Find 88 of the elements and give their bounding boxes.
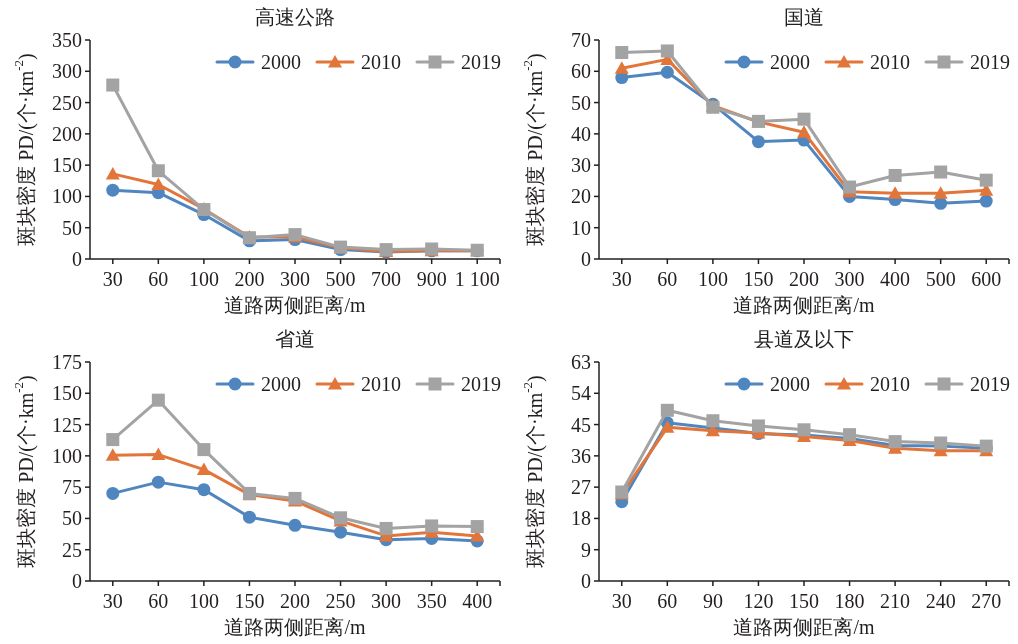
x-tick-label: 100 (188, 590, 219, 612)
y-tick-label: 18 (571, 507, 591, 530)
x-tick-label: 250 (325, 590, 356, 612)
x-tick-label: 900 (416, 268, 447, 290)
x-tick-label: 60 (657, 590, 678, 612)
legend-label: 2019 (461, 51, 501, 73)
x-tick-label: 150 (234, 590, 265, 612)
legend-label: 2010 (361, 51, 401, 73)
y-tick-label: 350 (52, 29, 82, 51)
y-tick-label: 150 (52, 154, 82, 177)
y-tick-label: 250 (52, 91, 82, 114)
x-tick-label: 600 (971, 268, 1002, 290)
y-tick-label: 50 (571, 91, 591, 114)
x-tick-label: 60 (657, 268, 678, 290)
chart-title: 省道 (275, 328, 315, 350)
x-tick-label: 270 (971, 590, 1002, 612)
x-tick-label: 400 (462, 590, 493, 612)
y-tick-label: 36 (571, 444, 591, 467)
x-tick-label: 30 (611, 268, 632, 290)
x-tick-label: 200 (234, 268, 265, 290)
x-tick-label: 240 (925, 590, 956, 612)
x-tick-label: 120 (743, 590, 774, 612)
y-tick-label: 63 (571, 351, 591, 373)
x-tick-label: 1 100 (454, 268, 500, 290)
chart-title: 县道及以下 (754, 328, 854, 350)
x-axis-title: 道路两侧距离/m (733, 294, 875, 316)
x-tick-label: 30 (102, 590, 123, 612)
legend-label: 2010 (870, 51, 910, 73)
y-tick-label: 0 (72, 248, 82, 270)
y-tick-label: 0 (581, 570, 591, 592)
x-tick-label: 300 (371, 590, 402, 612)
y-tick-label: 100 (52, 444, 82, 467)
y-tick-label: 150 (52, 382, 82, 405)
x-tick-label: 400 (880, 268, 911, 290)
y-tick-label: 75 (62, 476, 82, 499)
x-tick-label: 700 (371, 268, 402, 290)
y-tick-label: 175 (52, 351, 82, 373)
legend-label: 2010 (361, 373, 401, 395)
y-tick-label: 300 (52, 60, 82, 83)
x-tick-label: 200 (789, 268, 819, 290)
x-tick-label: 60 (148, 590, 169, 612)
x-tick-label: 150 (789, 590, 819, 612)
y-tick-label: 50 (62, 507, 82, 530)
y-tick-label: 60 (571, 60, 591, 83)
x-tick-label: 60 (148, 268, 169, 290)
y-tick-label: 40 (571, 122, 591, 145)
x-tick-label: 100 (697, 268, 728, 290)
y-tick-label: 0 (581, 248, 591, 270)
legend-label: 2000 (261, 51, 301, 73)
x-tick-label: 350 (416, 590, 447, 612)
y-tick-label: 27 (571, 476, 591, 499)
legend-label: 2000 (770, 51, 810, 73)
x-tick-label: 500 (325, 268, 356, 290)
y-tick-label: 200 (52, 122, 82, 145)
x-axis-title: 道路两侧距离/m (733, 616, 875, 638)
x-tick-label: 30 (102, 268, 123, 290)
chart-title: 高速公路 (255, 6, 335, 28)
legend-label: 2019 (970, 373, 1010, 395)
y-tick-label: 20 (571, 185, 591, 208)
y-tick-label: 9 (581, 538, 591, 561)
legend-label: 2019 (461, 373, 501, 395)
y-tick-label: 45 (571, 413, 591, 436)
y-tick-label: 25 (62, 538, 82, 561)
y-tick-label: 10 (571, 216, 591, 239)
y-tick-label: 50 (62, 216, 82, 239)
y-tick-label: 30 (571, 154, 591, 177)
x-tick-label: 300 (280, 268, 310, 290)
x-tick-label: 180 (834, 590, 865, 612)
x-tick-label: 150 (743, 268, 774, 290)
legend-label: 2000 (261, 373, 301, 395)
y-tick-label: 100 (52, 185, 82, 208)
legend-label: 2000 (770, 373, 810, 395)
x-axis-title: 道路两侧距离/m (224, 616, 366, 638)
y-tick-label: 70 (571, 29, 591, 51)
y-tick-label: 54 (571, 382, 591, 405)
y-tick-label: 125 (52, 413, 82, 436)
x-tick-label: 500 (925, 268, 956, 290)
x-axis-title: 道路两侧距离/m (224, 294, 366, 316)
x-tick-label: 210 (880, 590, 911, 612)
x-tick-label: 30 (611, 590, 632, 612)
x-tick-label: 90 (702, 590, 723, 612)
chart-title: 国道 (784, 6, 824, 28)
legend-label: 2010 (870, 373, 910, 395)
x-tick-label: 200 (280, 590, 310, 612)
x-tick-label: 100 (188, 268, 219, 290)
y-tick-label: 0 (72, 570, 82, 592)
legend-label: 2019 (970, 51, 1010, 73)
x-tick-label: 300 (834, 268, 865, 290)
